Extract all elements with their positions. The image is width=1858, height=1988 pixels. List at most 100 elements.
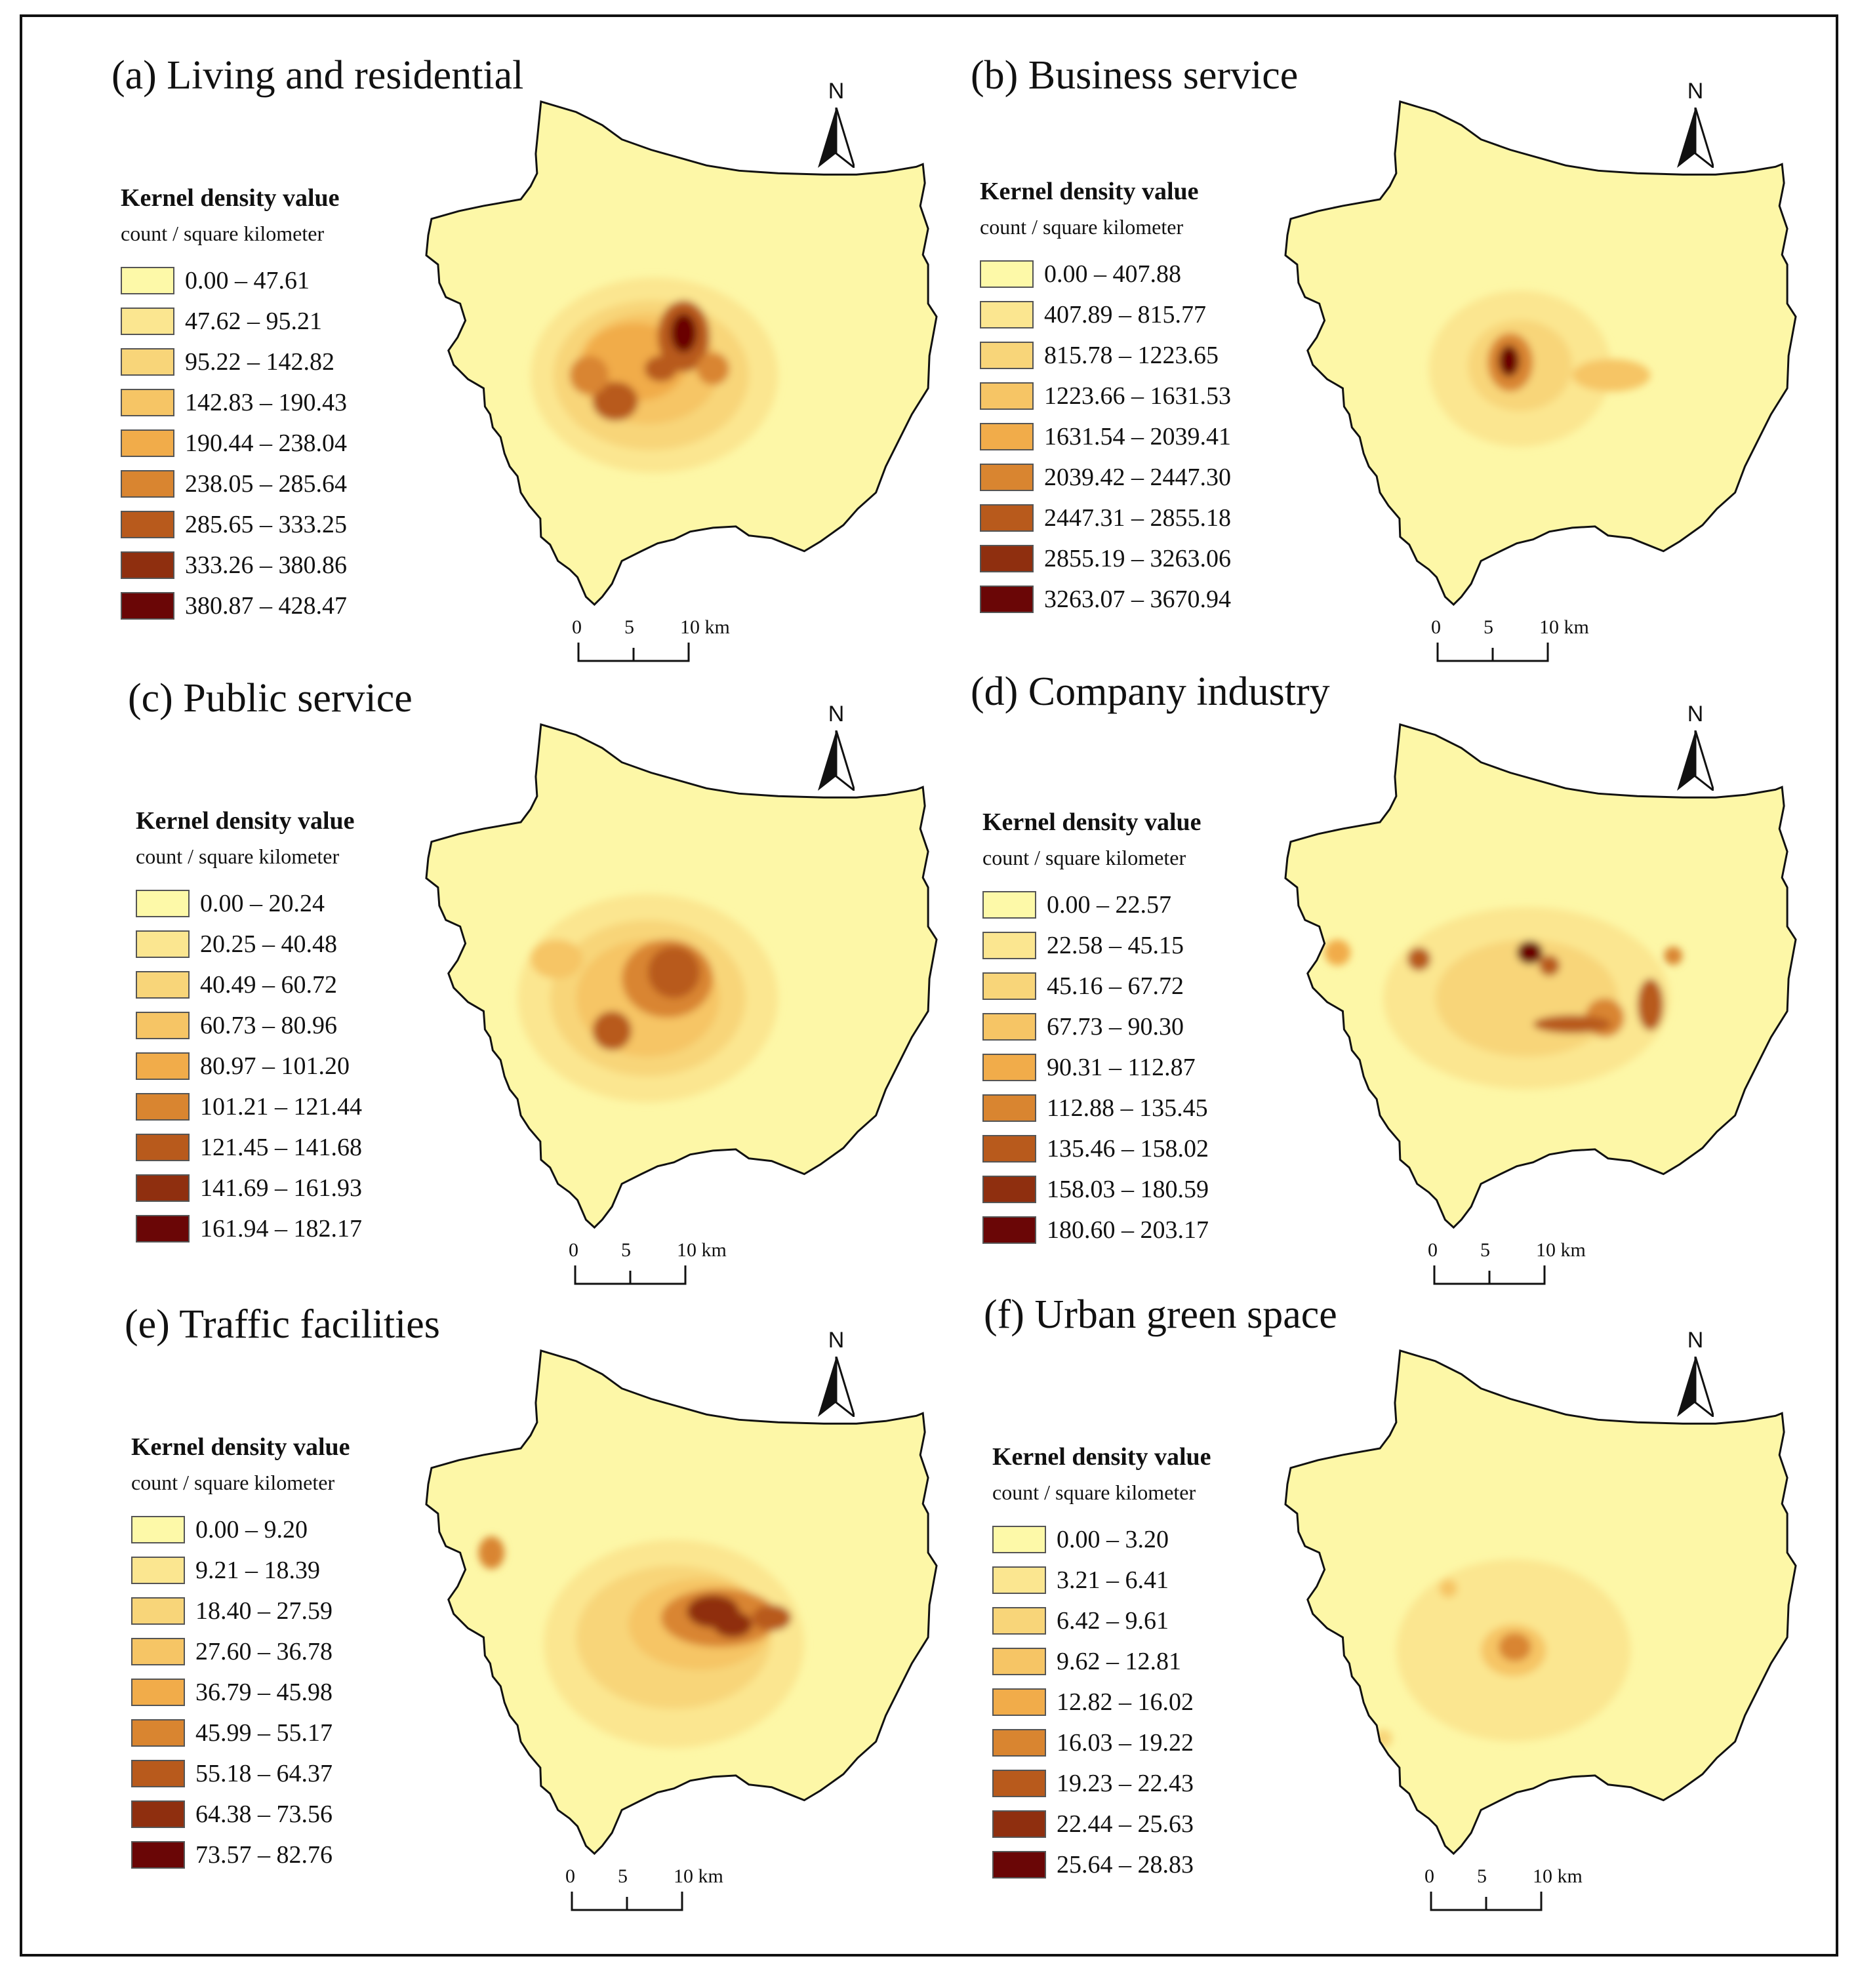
scale-label: 0	[565, 1865, 575, 1887]
scale-label: 0	[1424, 1865, 1434, 1887]
legend-swatch	[136, 971, 190, 999]
scale-bar: 0 5 10 km	[1428, 1239, 1604, 1292]
legend: Kernel density value count / square kilom…	[131, 1433, 472, 1875]
legend-swatch	[982, 932, 1036, 959]
legend-title: Kernel density value	[131, 1433, 350, 1461]
legend-row: 22.44 – 25.63	[992, 1804, 1333, 1844]
legend-swatch	[121, 470, 174, 498]
density-hotspot	[592, 1011, 632, 1050]
scale-label: 10 km	[1533, 1865, 1583, 1887]
north-label: N	[1687, 1328, 1704, 1353]
north-arrow-icon: N	[810, 79, 862, 170]
legend-swatch	[980, 545, 1034, 572]
legend-range: 6.42 – 9.61	[1057, 1607, 1169, 1635]
legend-row: 141.69 – 161.93	[136, 1168, 477, 1208]
legend-row: 333.26 – 380.86	[121, 545, 462, 586]
north-label: N	[1687, 79, 1704, 104]
legend-row: 18.40 – 27.59	[131, 1591, 472, 1631]
legend: Kernel density value count / square kilom…	[980, 177, 1321, 620]
legend-range: 3.21 – 6.41	[1057, 1566, 1169, 1594]
density-hotspot	[1572, 359, 1651, 392]
legend-row: 0.00 – 3.20	[992, 1519, 1333, 1560]
legend-range: 0.00 – 3.20	[1057, 1526, 1169, 1553]
legend: Kernel density value count / square kilom…	[982, 808, 1323, 1250]
legend-row: 40.49 – 60.72	[136, 964, 477, 1005]
scale-label: 0	[1431, 616, 1441, 638]
legend-swatch	[136, 1174, 190, 1202]
legend-row: 3263.07 – 3670.94	[980, 579, 1321, 620]
density-map	[1284, 1349, 1797, 1856]
density-hotspot	[569, 355, 609, 395]
density-hotspot	[1498, 345, 1520, 377]
legend-range: 161.94 – 182.17	[200, 1215, 362, 1242]
scale-label: 10 km	[677, 1239, 727, 1261]
legend-swatch	[980, 260, 1034, 288]
panel-title: (d) Company industry	[971, 669, 1330, 714]
scale-label: 5	[1480, 1239, 1490, 1261]
legend-row: 12.82 – 16.02	[992, 1682, 1333, 1722]
city-boundary	[425, 100, 938, 606]
legend-row: 1223.66 – 1631.53	[980, 376, 1321, 416]
legend-range: 2447.31 – 2855.18	[1044, 504, 1231, 532]
density-hotspots	[530, 277, 778, 473]
legend-swatch	[121, 308, 174, 335]
legend-swatch	[136, 1052, 190, 1080]
map-panel-2: (c) Public service Kernel density value co…	[98, 669, 971, 1298]
density-hotspots	[517, 894, 778, 1103]
legend-swatch	[131, 1800, 185, 1828]
legend-unit: count / square kilometer	[980, 215, 1184, 239]
legend-swatch	[992, 1851, 1046, 1879]
legend-range: 135.46 – 158.02	[1047, 1135, 1209, 1163]
legend-row: 407.89 – 815.77	[980, 294, 1321, 335]
legend-swatch	[136, 1215, 190, 1242]
legend-range: 64.38 – 73.56	[195, 1800, 333, 1828]
legend-row: 3.21 – 6.41	[992, 1560, 1333, 1600]
density-hotspot	[1664, 946, 1683, 965]
legend-range: 1223.66 – 1631.53	[1044, 382, 1231, 410]
legend-row: 0.00 – 22.57	[982, 885, 1323, 925]
legend-row: 80.97 – 101.20	[136, 1046, 477, 1086]
legend-row: 1631.54 – 2039.41	[980, 416, 1321, 457]
city-boundary	[425, 723, 938, 1229]
scale-label: 0	[569, 1239, 578, 1261]
legend-range: 36.79 – 45.98	[195, 1679, 333, 1706]
scale-label: 0	[572, 616, 582, 638]
legend-row: 0.00 – 47.61	[121, 260, 462, 301]
legend-range: 158.03 – 180.59	[1047, 1176, 1209, 1203]
city-boundary	[425, 1349, 938, 1856]
legend-swatch	[121, 511, 174, 538]
legend-range: 18.40 – 27.59	[195, 1597, 333, 1625]
density-hotspot	[1377, 1837, 1403, 1854]
legend-range: 40.49 – 60.72	[200, 971, 337, 999]
legend-range: 67.73 – 90.30	[1047, 1013, 1184, 1041]
legend-range: 55.18 – 64.37	[195, 1760, 333, 1787]
legend-swatch	[131, 1516, 185, 1543]
map-panel-4: (e) Traffic facilities Kernel density val…	[98, 1295, 971, 1924]
legend-range: 20.25 – 40.48	[200, 930, 337, 958]
legend-swatch	[131, 1841, 185, 1869]
north-arrow-icon: N	[1669, 702, 1722, 793]
density-hotspot	[1516, 940, 1543, 964]
density-hotspot	[1407, 947, 1431, 971]
legend-title: Kernel density value	[992, 1443, 1211, 1471]
legend-range: 0.00 – 407.88	[1044, 260, 1181, 288]
scale-bar: 0 5 10 km	[1424, 1865, 1600, 1918]
legend-range: 0.00 – 47.61	[185, 267, 310, 294]
figure-frame	[20, 14, 1838, 1957]
legend-range: 12.82 – 16.02	[1057, 1688, 1194, 1716]
legend-swatch	[982, 1216, 1036, 1244]
density-hotspot	[1374, 1729, 1392, 1748]
legend-row: 16.03 – 19.22	[992, 1722, 1333, 1763]
legend-swatch	[131, 1719, 185, 1747]
legend-swatch	[131, 1760, 185, 1787]
legend-row: 142.83 – 190.43	[121, 382, 462, 423]
legend-range: 121.45 – 141.68	[200, 1134, 362, 1161]
legend-row: 73.57 – 82.76	[131, 1835, 472, 1875]
legend-swatch	[992, 1810, 1046, 1838]
legend-range: 2855.19 – 3263.06	[1044, 545, 1231, 572]
legend-unit: count / square kilometer	[982, 846, 1186, 869]
legend-range: 407.89 – 815.77	[1044, 301, 1206, 328]
legend-title: Kernel density value	[980, 178, 1199, 205]
legend-swatch	[980, 301, 1034, 328]
legend-row: 95.22 – 142.82	[121, 342, 462, 382]
